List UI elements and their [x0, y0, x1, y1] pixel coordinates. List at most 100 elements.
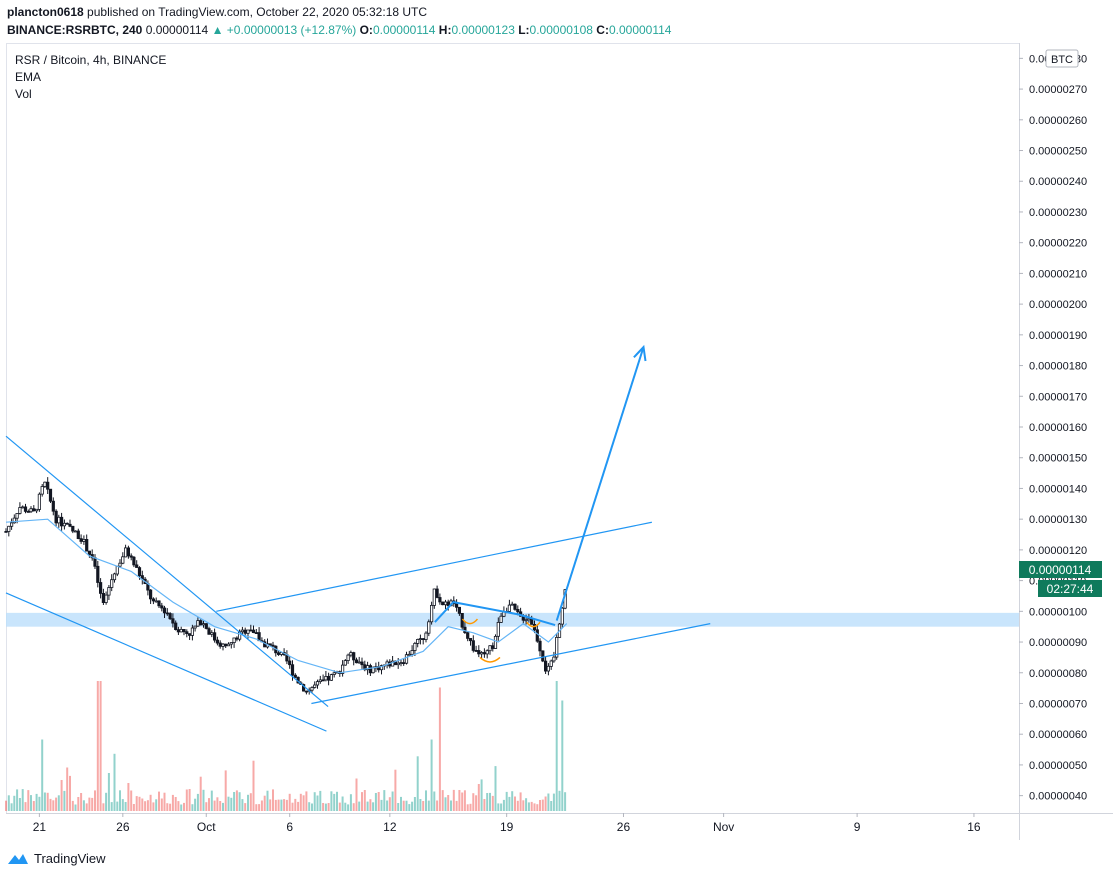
candle-body	[324, 676, 328, 681]
volume-bar	[336, 791, 338, 811]
volume-bar	[369, 799, 372, 811]
channel-upper-trendline	[216, 521, 652, 612]
volume-bar	[144, 801, 147, 811]
price-tick-label: 0.00000160	[1029, 422, 1087, 434]
volume-bar	[188, 789, 191, 811]
candle-body	[99, 582, 103, 594]
volume-bar	[430, 739, 433, 811]
volume-bar	[49, 798, 52, 811]
price-tick-label: 0.00000140	[1029, 483, 1087, 495]
volume-bar	[46, 792, 49, 811]
price-tick-label: 0.00000260	[1029, 115, 1087, 127]
volume-bar	[69, 775, 71, 811]
volume-bar	[539, 800, 541, 811]
candle-body	[429, 605, 434, 623]
volume-bar	[127, 783, 130, 811]
candle-body	[268, 643, 272, 646]
candle-body	[43, 481, 47, 487]
candle-body	[435, 588, 439, 598]
candle-body	[232, 637, 236, 643]
price-tick-label: 0.00000120	[1029, 545, 1087, 557]
candle-body	[474, 650, 478, 652]
candle-body	[360, 661, 364, 666]
volume-bar	[505, 791, 508, 811]
candle-body	[396, 662, 400, 666]
volume-bar	[530, 801, 533, 811]
volume-bar	[394, 769, 397, 811]
volume-bar	[7, 795, 10, 811]
published-text: published on TradingView.com, October 22…	[87, 5, 428, 19]
volume-bar	[10, 803, 13, 811]
candle-body	[93, 557, 97, 567]
volume-bar	[272, 789, 274, 811]
volume-bar	[480, 779, 483, 811]
volume-bar	[166, 803, 169, 811]
candle-body	[313, 684, 317, 688]
volume-bar	[558, 790, 561, 811]
candle-body	[304, 690, 309, 693]
volume-bar	[16, 789, 19, 811]
cup-pattern-mark	[461, 618, 479, 625]
candle-body	[271, 644, 275, 647]
candle-body	[212, 632, 217, 641]
candle-body	[165, 612, 169, 615]
last-price-badge	[1019, 561, 1102, 578]
volume-bar	[288, 793, 291, 811]
candle-body	[196, 620, 200, 627]
volume-bar	[119, 790, 121, 811]
candle-body	[343, 660, 347, 666]
candle-body	[124, 547, 128, 558]
candle-body	[560, 607, 564, 625]
close-label: C:	[596, 23, 609, 37]
ema-legend[interactable]: EMA	[15, 70, 42, 84]
volume-bar	[32, 801, 35, 811]
candle-body	[471, 640, 475, 651]
volume-bar	[291, 802, 294, 811]
high-value: 0.00000123	[451, 23, 515, 37]
volume-bar	[213, 800, 216, 811]
candle-body	[354, 659, 359, 664]
candle-body	[65, 522, 69, 525]
candle-body	[193, 625, 197, 629]
volume-legend[interactable]: Vol	[15, 87, 32, 101]
candle-body	[32, 508, 36, 512]
close-value: 0.00000114	[608, 23, 672, 37]
ema-line	[5, 518, 568, 674]
volume-bar	[500, 803, 503, 811]
volume-bar	[466, 804, 469, 811]
publisher-name[interactable]: plancton0618	[7, 5, 84, 19]
candle-body	[251, 629, 256, 633]
candle-body	[332, 672, 336, 675]
volume-bar	[88, 797, 91, 811]
volume-bar	[561, 700, 564, 811]
tradingview-logo[interactable]: TradingView	[6, 850, 106, 866]
candle-body	[535, 629, 539, 642]
volume-bar	[552, 793, 555, 811]
target-arrow-head	[633, 344, 647, 362]
candle-body	[29, 508, 33, 513]
candle-body	[201, 623, 206, 626]
volume-bar	[502, 799, 505, 811]
volume-bar	[302, 795, 305, 811]
candle-body	[229, 642, 233, 645]
brand-name: TradingView	[34, 850, 106, 866]
price-chart[interactable]: 0.00000040 0.00000050 0.00000060 0.00000070…	[0, 0, 1113, 850]
volume-bar	[491, 795, 494, 811]
candle-body	[485, 650, 489, 655]
candle-body	[246, 629, 250, 634]
volume-bar	[352, 803, 355, 811]
countdown-badge	[1038, 580, 1102, 597]
candle-body	[82, 539, 86, 542]
volume-bar	[121, 799, 124, 811]
candle-body	[129, 555, 133, 558]
time-tick-label: 26	[617, 820, 631, 834]
candle-body	[315, 681, 320, 686]
volume-bar	[469, 803, 472, 811]
volume-bar	[436, 800, 439, 811]
time-tick-label: 26	[116, 820, 130, 834]
volume-bar	[177, 801, 180, 811]
chart-title[interactable]: RSR / Bitcoin, 4h, BINANCE	[15, 53, 167, 67]
volume-bar	[372, 802, 375, 811]
volume-bar	[441, 790, 444, 811]
currency-badge[interactable]	[1045, 49, 1079, 68]
